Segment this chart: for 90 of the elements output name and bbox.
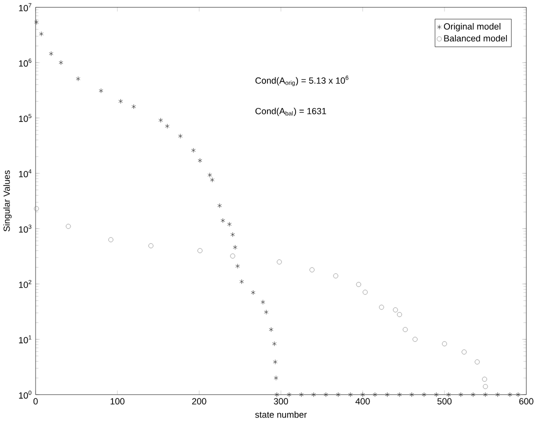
point <box>385 392 390 398</box>
legend-label: Balanced model <box>444 34 507 42</box>
point <box>98 88 104 94</box>
point <box>379 304 384 310</box>
x-tick-label: 600 <box>519 398 534 404</box>
point <box>360 392 365 398</box>
point <box>348 392 353 398</box>
y-tick-label: 10$^{1}$ <box>19 335 32 344</box>
point <box>276 259 282 264</box>
x-tick-label: 400 <box>355 398 370 404</box>
point <box>397 392 402 398</box>
x-tick-label: 300 <box>274 398 288 404</box>
point <box>118 98 123 104</box>
point <box>76 76 80 82</box>
x-tick-label: 100 <box>110 398 124 404</box>
point <box>482 376 488 382</box>
point <box>220 218 226 223</box>
point <box>273 359 278 364</box>
legend-label: Original model <box>444 23 500 32</box>
point <box>333 273 338 278</box>
y-tick-label: 10$^{0}$ <box>19 390 32 399</box>
point <box>148 243 154 248</box>
point <box>39 31 44 36</box>
point <box>442 341 447 346</box>
point <box>508 392 512 398</box>
y-tick-label: 10$^{6}$ <box>19 58 32 67</box>
point <box>286 392 292 398</box>
point <box>165 124 170 129</box>
point <box>362 290 368 295</box>
annotation: Cond(A$_{bal}$) = 1631 <box>255 108 326 116</box>
point <box>470 392 476 398</box>
point <box>392 307 398 312</box>
point <box>458 392 464 398</box>
x-tick-label: 200 <box>192 398 206 404</box>
y-tick-label: 10$^{2}$ <box>19 280 32 288</box>
point <box>402 327 408 332</box>
point <box>178 134 183 139</box>
point <box>299 392 304 398</box>
point <box>311 392 316 398</box>
point <box>230 254 236 258</box>
point <box>272 341 277 346</box>
point <box>232 244 238 250</box>
point <box>235 264 240 269</box>
point <box>34 20 39 25</box>
y-tick-label: 10$^{4}$ <box>19 169 32 178</box>
point <box>412 336 418 342</box>
annotation: Cond(A$_{orig}$) = 5.13 x 10$^{6}$ <box>255 76 348 86</box>
point <box>48 51 54 56</box>
point <box>191 148 196 153</box>
point <box>217 203 222 208</box>
point <box>495 392 500 398</box>
point <box>336 392 340 398</box>
point <box>422 392 426 398</box>
y-tick-label: 10$^{3}$ <box>19 224 32 233</box>
point <box>58 60 64 66</box>
point <box>274 375 278 380</box>
point <box>474 359 480 364</box>
point <box>462 349 467 354</box>
point <box>310 267 314 272</box>
point <box>516 392 520 398</box>
x-axis-title: state number <box>255 411 307 418</box>
point <box>410 392 414 398</box>
point <box>198 248 202 254</box>
point <box>483 392 488 398</box>
point <box>250 290 256 295</box>
point <box>132 104 136 110</box>
point <box>230 232 235 238</box>
x-tick-label: 0 <box>33 398 38 404</box>
point <box>264 310 268 315</box>
point <box>434 392 438 398</box>
point <box>324 392 328 398</box>
point <box>274 392 280 398</box>
point <box>108 237 114 242</box>
point <box>268 327 274 332</box>
point <box>482 384 488 390</box>
point <box>260 300 266 305</box>
point <box>227 222 232 227</box>
y-tick-label: 10$^{5}$ <box>19 114 32 122</box>
point <box>198 158 202 163</box>
point <box>158 118 163 123</box>
x-tick-label: 500 <box>437 398 452 404</box>
point <box>240 279 244 284</box>
point <box>397 312 402 318</box>
point <box>34 206 39 212</box>
point <box>446 392 451 398</box>
point <box>66 224 71 229</box>
y-tick-label: 10$^{7}$ <box>19 3 32 12</box>
point <box>356 282 362 287</box>
y-axis-title: Singular Values <box>3 170 12 232</box>
point <box>372 392 378 398</box>
